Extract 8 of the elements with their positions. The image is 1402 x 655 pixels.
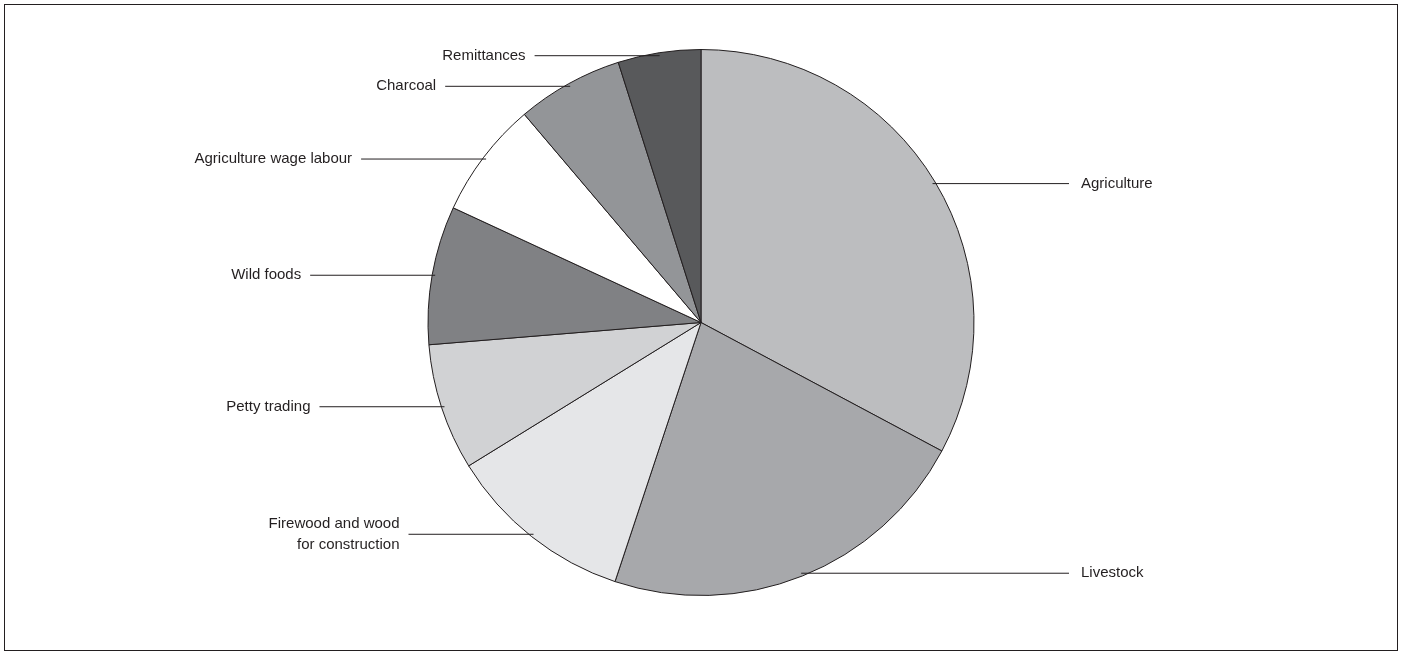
slice-label: Livestock	[1081, 563, 1145, 581]
slice-label: Remittances	[442, 45, 526, 63]
slice-label: Agriculture wage labour	[194, 149, 353, 167]
slice-label: Charcoal	[376, 76, 437, 94]
slice-label: Firewood and wood for construction	[268, 514, 400, 553]
slice-label: Agriculture	[1081, 173, 1153, 191]
slice-label: Wild foods	[231, 265, 302, 283]
slice-label: Petty trading	[226, 396, 311, 414]
